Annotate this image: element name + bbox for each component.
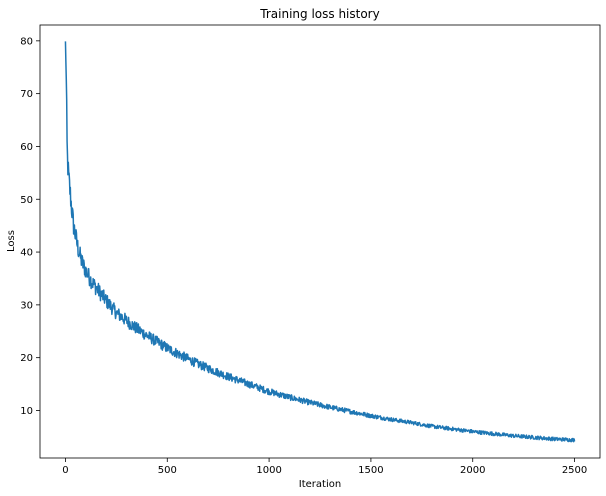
plot-area: 0 500 1000 1500 2000 2500 10 20 30 40 50 60 70 80 [20, 24, 601, 476]
x-tick-label: 0 [62, 465, 68, 476]
x-tick-label: 1000 [256, 465, 281, 476]
y-tick-label: 70 [20, 89, 33, 100]
plot-background [40, 25, 600, 458]
x-tick-label: 1500 [358, 465, 383, 476]
series-line-0 [64, 41, 576, 443]
y-tick-label: 80 [20, 36, 33, 47]
plot-frame [39, 24, 601, 459]
y-tick-label: 50 [20, 195, 33, 206]
x-tick-label: 500 [158, 465, 177, 476]
y-tick-label: 20 [20, 353, 33, 364]
y-tick-label: 40 [20, 248, 33, 259]
y-tick-label: 10 [20, 406, 33, 417]
y-axis-ticks: 10 20 30 40 50 60 70 80 [20, 36, 40, 417]
y-tick-label: 60 [20, 142, 33, 153]
y-axis-label: Loss [6, 230, 17, 252]
y-tick-label: 30 [20, 300, 33, 311]
series-layer [64, 41, 576, 443]
x-tick-label: 2000 [460, 465, 485, 476]
x-axis-label: Iteration [299, 479, 341, 490]
x-tick-label: 2500 [562, 465, 587, 476]
x-axis-ticks: 0 500 1000 1500 2000 2500 [62, 458, 587, 476]
chart-title: Training loss history [259, 7, 379, 21]
